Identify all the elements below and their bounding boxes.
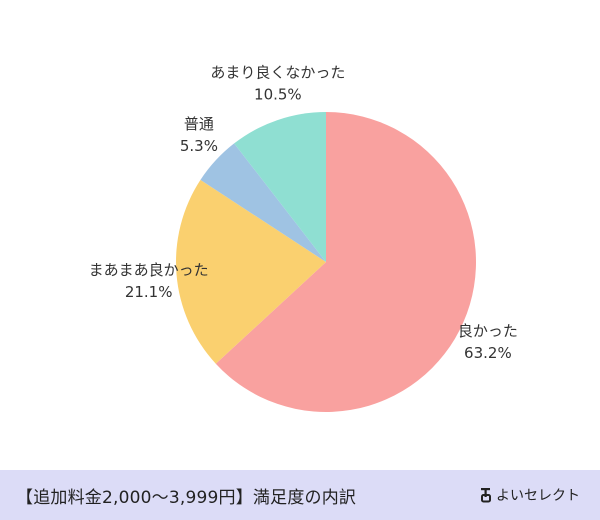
pie-chart: 良かった 63.2% まあまあ良かった 21.1% 普通 5.3% あまり良くなかった 10.…: [89, 63, 518, 412]
caption-bar: 【追加料金2,000〜3,999円】満足度の内訳 よいセレクト: [0, 470, 600, 520]
slice-label: あまり良くなかった: [210, 63, 345, 81]
slice-value-label: 5.3%: [180, 137, 218, 155]
brand-mark-icon: [481, 488, 491, 503]
pie-chart-svg: 良かった 63.2% まあまあ良かった 21.1% 普通 5.3% あまり良くなかった 10.…: [89, 63, 518, 412]
slice-value-label: 21.1%: [125, 283, 173, 301]
chart-caption: 【追加料金2,000〜3,999円】満足度の内訳: [16, 487, 357, 508]
pie-slice: [176, 179, 326, 364]
slice-label: まあまあ良かった: [89, 261, 209, 279]
pie-slice: [215, 112, 476, 412]
slice-label: 普通: [184, 115, 214, 133]
pie-slice: [234, 112, 326, 262]
brand-logo: よいセレクト: [479, 485, 580, 505]
slice-value-label: 10.5%: [254, 85, 302, 103]
pie-slice: [200, 143, 326, 262]
slice-value-label: 63.2%: [464, 344, 512, 362]
slice-label: 良かった: [458, 322, 518, 340]
brand-name: よいセレクト: [496, 488, 580, 504]
